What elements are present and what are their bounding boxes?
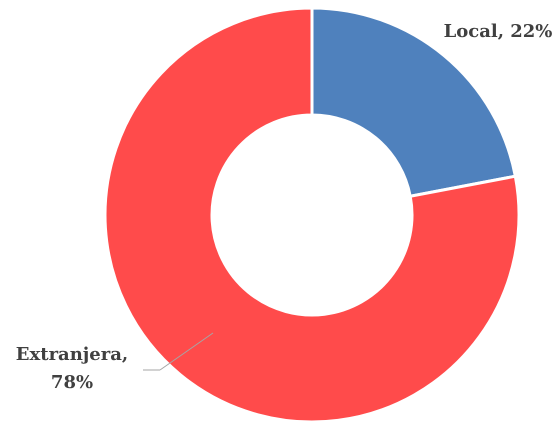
data-label: Extranjera, 78% [16,344,128,393]
leader-line [159,332,214,371]
slice [310,6,518,199]
slice [103,6,521,421]
data-label: Local, 22% [444,21,553,42]
